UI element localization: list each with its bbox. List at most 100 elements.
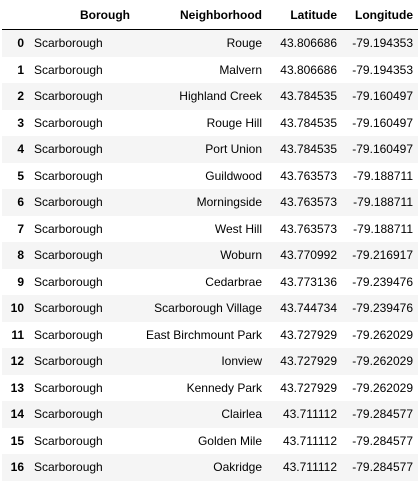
cell-latitude: 43.711112 bbox=[282, 433, 337, 448]
cell-longitude: -79.239476 bbox=[352, 301, 413, 315]
row-index: 15 bbox=[10, 433, 24, 448]
cell-longitude: -79.194353 bbox=[352, 36, 413, 50]
row-index: 2 bbox=[17, 89, 24, 103]
row-index: 5 bbox=[17, 168, 24, 183]
table-row: 3 Scarborough Rouge Hill 43.784535 -79.16049… bbox=[2, 109, 418, 136]
table-row: 1 Scarborough Malvern 43.806686 -79.194353 bbox=[2, 56, 418, 83]
row-index: 9 bbox=[17, 274, 24, 289]
cell-latitude: 43.784535 bbox=[280, 142, 337, 156]
index-header bbox=[2, 2, 29, 30]
cell-borough: Scarborough bbox=[34, 354, 103, 368]
cell-longitude: -79.284577 bbox=[352, 407, 413, 421]
cell-longitude: -79.284577 bbox=[352, 460, 413, 474]
cell-longitude: -79.216917 bbox=[352, 248, 413, 262]
column-header-longitude: Longitude bbox=[342, 2, 418, 30]
cell-longitude: -79.262029 bbox=[352, 354, 413, 368]
cell-neighborhood: Morningside bbox=[196, 195, 262, 209]
table-row: 13 Scarborough Kennedy Park 43.727929 -79.26… bbox=[2, 374, 418, 401]
row-index: 10 bbox=[10, 301, 24, 315]
cell-latitude: 43.711112 bbox=[282, 460, 337, 474]
row-index: 6 bbox=[17, 195, 24, 209]
cell-latitude: 43.711112 bbox=[282, 407, 337, 421]
cell-latitude: 43.763573 bbox=[280, 168, 337, 183]
cell-longitude: -79.284577 bbox=[352, 433, 413, 448]
row-index: 1 bbox=[17, 62, 24, 77]
cell-borough: Scarborough bbox=[34, 248, 103, 262]
table-row: 0 Scarborough Rouge 43.806686 -79.194353 bbox=[2, 29, 418, 57]
column-header-borough: Borough bbox=[29, 2, 135, 30]
cell-longitude: -79.160497 bbox=[352, 89, 413, 103]
table-row: 6 Scarborough Morningside 43.763573 -79.1887… bbox=[2, 189, 418, 216]
cell-neighborhood: Scarborough Village bbox=[154, 301, 262, 315]
row-index: 14 bbox=[10, 407, 24, 421]
column-header-latitude: Latitude bbox=[267, 2, 342, 30]
table-row: 5 Scarborough Guildwood 43.763573 -79.188711 bbox=[2, 162, 418, 189]
cell-borough: Scarborough bbox=[34, 407, 103, 421]
cell-latitude: 43.806686 bbox=[280, 62, 337, 77]
cell-longitude: -79.160497 bbox=[352, 115, 413, 130]
table-row: 7 Scarborough West Hill 43.763573 -79.188711 bbox=[2, 215, 418, 242]
table-body: 0 Scarborough Rouge 43.806686 -79.194353 1 Sca… bbox=[2, 29, 418, 481]
cell-longitude: -79.194353 bbox=[352, 62, 413, 77]
row-index: 16 bbox=[10, 460, 24, 474]
cell-neighborhood: West Hill bbox=[214, 221, 262, 236]
table-row: 8 Scarborough Woburn 43.770992 -79.216917 bbox=[2, 242, 418, 269]
table-row: 2 Scarborough Highland Creek 43.784535 -79.1… bbox=[2, 83, 418, 110]
cell-borough: Scarborough bbox=[34, 195, 103, 209]
row-index: 12 bbox=[10, 354, 24, 368]
cell-borough: Scarborough bbox=[34, 433, 103, 448]
row-index: 0 bbox=[17, 36, 24, 50]
cell-latitude: 43.770992 bbox=[280, 248, 337, 262]
cell-neighborhood: Oakridge bbox=[213, 460, 262, 474]
cell-borough: Scarborough bbox=[34, 274, 103, 289]
cell-neighborhood: Golden Mile bbox=[197, 433, 262, 448]
cell-longitude: -79.262029 bbox=[352, 380, 413, 395]
cell-latitude: 43.727929 bbox=[280, 380, 337, 395]
table-row: 9 Scarborough Cedarbrae 43.773136 -79.239476 bbox=[2, 268, 418, 295]
cell-latitude: 43.727929 bbox=[280, 354, 337, 368]
cell-longitude: -79.188711 bbox=[353, 221, 413, 236]
table-row: 12 Scarborough Ionview 43.727929 -79.262029 bbox=[2, 348, 418, 375]
cell-neighborhood: Cedarbrae bbox=[205, 274, 262, 289]
table-row: 15 Scarborough Golden Mile 43.711112 -79.284… bbox=[2, 427, 418, 454]
cell-neighborhood: East Birchmount Park bbox=[145, 327, 262, 342]
cell-borough: Scarborough bbox=[34, 380, 103, 395]
table-row: 4 Scarborough Port Union 43.784535 -79.16049… bbox=[2, 136, 418, 163]
table-row: 16 Scarborough Oakridge 43.711112 -79.284577 bbox=[2, 454, 418, 481]
cell-latitude: 43.744734 bbox=[280, 301, 337, 315]
cell-longitude: -79.160497 bbox=[352, 142, 413, 156]
cell-borough: Scarborough bbox=[34, 460, 103, 474]
cell-neighborhood: Rouge Hill bbox=[206, 115, 262, 130]
cell-borough: Scarborough bbox=[34, 115, 103, 130]
cell-neighborhood: Kennedy Park bbox=[186, 380, 262, 395]
cell-latitude: 43.784535 bbox=[280, 89, 337, 103]
cell-latitude: 43.727929 bbox=[280, 327, 337, 342]
cell-longitude: -79.188711 bbox=[353, 168, 413, 183]
cell-longitude: -79.188711 bbox=[353, 195, 413, 209]
cell-neighborhood: Highland Creek bbox=[179, 89, 262, 103]
row-index: 11 bbox=[11, 327, 24, 342]
table-row: 10 Scarborough Scarborough Village 43.74473… bbox=[2, 295, 418, 322]
table-header: Borough Neighborhood Latitude Longitude bbox=[2, 2, 418, 30]
row-index: 3 bbox=[17, 115, 24, 130]
cell-borough: Scarborough bbox=[34, 301, 103, 315]
row-index: 8 bbox=[17, 248, 24, 262]
cell-longitude: -79.239476 bbox=[352, 274, 413, 289]
cell-latitude: 43.773136 bbox=[280, 274, 337, 289]
row-index: 7 bbox=[17, 221, 24, 236]
cell-neighborhood: Clairlea bbox=[221, 407, 262, 421]
row-index: 4 bbox=[17, 142, 24, 156]
cell-latitude: 43.784535 bbox=[280, 115, 337, 130]
cell-borough: Scarborough bbox=[34, 221, 103, 236]
cell-neighborhood: Port Union bbox=[205, 142, 262, 156]
cell-borough: Scarborough bbox=[34, 62, 103, 77]
cell-borough: Scarborough bbox=[34, 36, 103, 50]
column-header-neighborhood: Neighborhood bbox=[135, 2, 267, 30]
cell-borough: Scarborough bbox=[34, 89, 103, 103]
cell-borough: Scarborough bbox=[34, 327, 103, 342]
cell-latitude: 43.763573 bbox=[280, 221, 337, 236]
cell-neighborhood: Rouge bbox=[226, 36, 262, 50]
cell-neighborhood: Malvern bbox=[219, 62, 262, 77]
